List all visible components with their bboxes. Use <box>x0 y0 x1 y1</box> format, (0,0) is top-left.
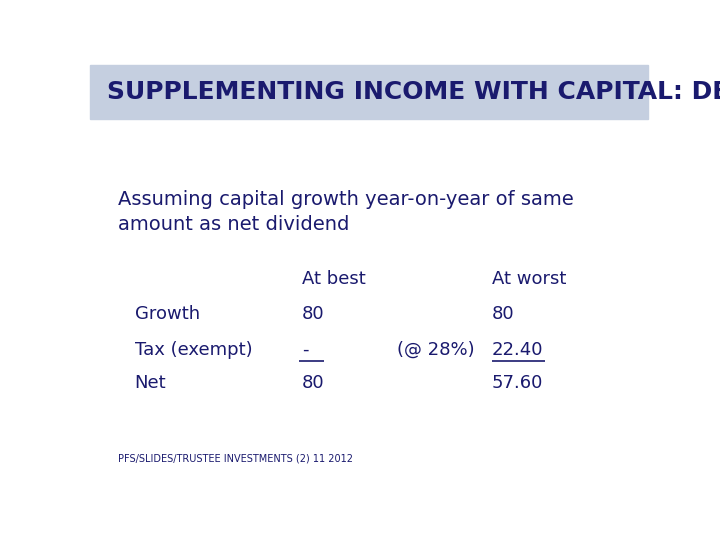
Text: 80: 80 <box>492 305 514 323</box>
Text: -: - <box>302 341 309 359</box>
Bar <box>90 65 648 119</box>
Text: SUPPLEMENTING INCOME WITH CAPITAL: DETAIL: SUPPLEMENTING INCOME WITH CAPITAL: DETAI… <box>107 80 720 104</box>
Text: 57.60: 57.60 <box>492 374 543 392</box>
Text: 22.40: 22.40 <box>492 341 544 359</box>
Text: 80: 80 <box>302 374 325 392</box>
Text: Tax (exempt): Tax (exempt) <box>135 341 252 359</box>
Text: At worst: At worst <box>492 270 566 288</box>
Text: PFS/SLIDES/TRUSTEE INVESTMENTS (2) 11 2012: PFS/SLIDES/TRUSTEE INVESTMENTS (2) 11 20… <box>118 454 353 464</box>
Text: 80: 80 <box>302 305 325 323</box>
Text: (@ 28%): (@ 28%) <box>397 341 474 359</box>
Text: At best: At best <box>302 270 366 288</box>
Text: Net: Net <box>135 374 166 392</box>
Text: Growth: Growth <box>135 305 199 323</box>
Text: Assuming capital growth year-on-year of same
amount as net dividend: Assuming capital growth year-on-year of … <box>118 190 574 233</box>
